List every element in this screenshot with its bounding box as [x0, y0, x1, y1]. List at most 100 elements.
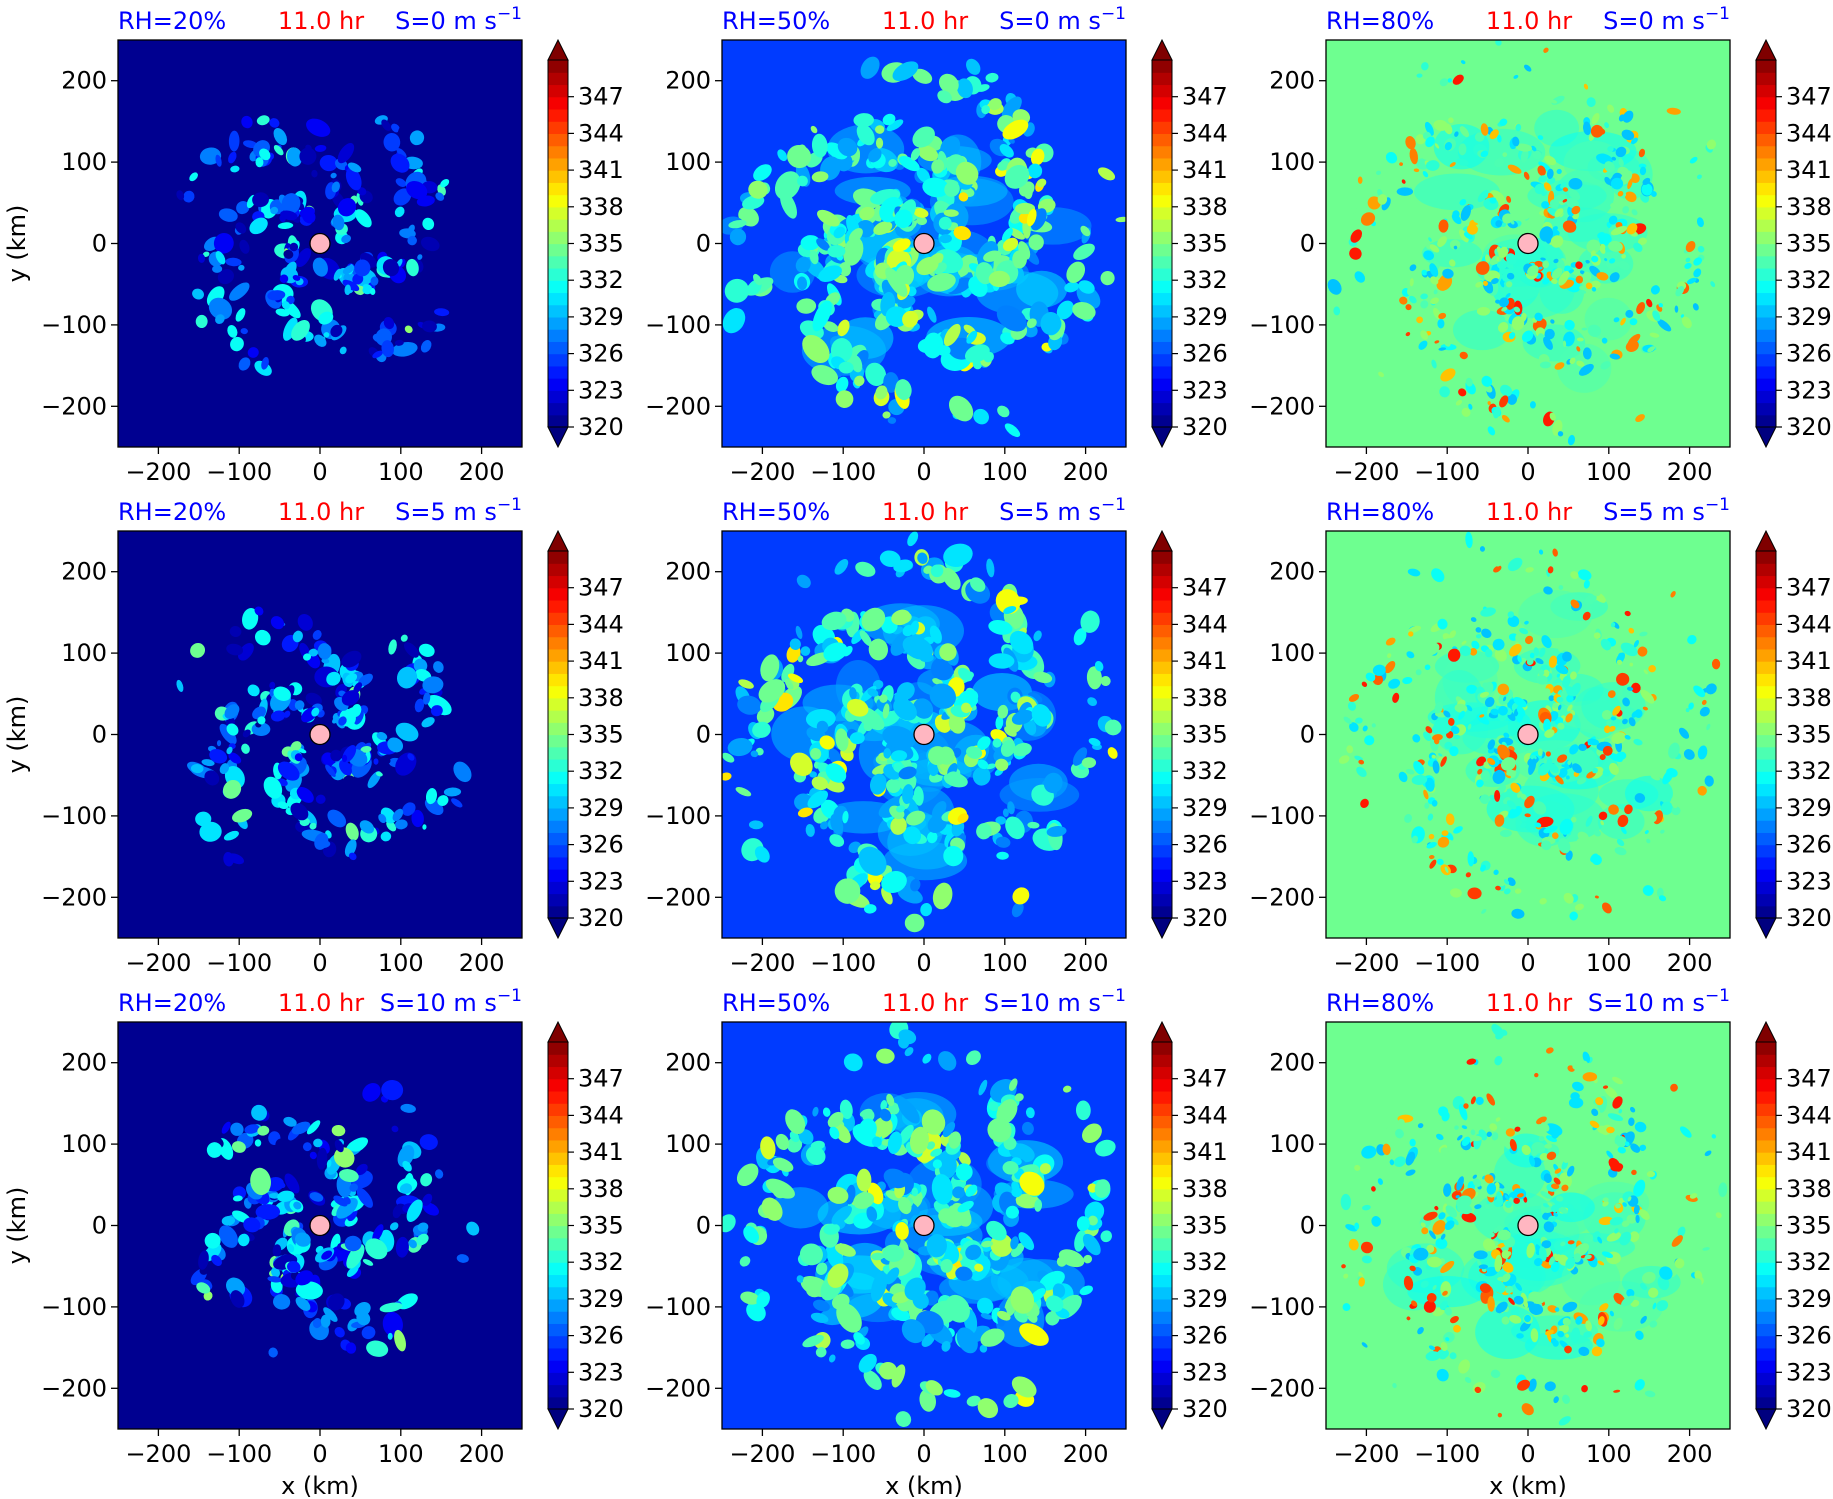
x-tick-label: 200	[459, 458, 505, 486]
panel-title-left: RH=80%	[1326, 7, 1434, 35]
y-tick-label: −100	[645, 1293, 711, 1321]
colorbar-level	[548, 1139, 568, 1153]
colorbar-level	[1152, 1237, 1172, 1251]
colorbar-level	[548, 832, 568, 846]
y-tick-label: 100	[1269, 1130, 1315, 1158]
colorbar-level	[548, 648, 568, 662]
field-blobs	[176, 606, 472, 867]
colorbar-tick-label: 329	[578, 303, 624, 331]
colorbar: 320 323 326 329 332 335 338 341 344 347	[547, 1020, 624, 1431]
x-tick-label: −100	[810, 1440, 876, 1468]
colorbar-tick-label: 332	[1182, 757, 1228, 785]
colorbar-extend-min	[547, 917, 569, 940]
colorbar-tick-label: 332	[578, 266, 624, 294]
colorbar-level	[1756, 820, 1776, 833]
y-tick-label: 100	[665, 1130, 711, 1158]
colorbar-tick-label: 326	[1182, 831, 1228, 859]
y-tick-label: 100	[61, 148, 107, 176]
colorbar-tick-label: 326	[1786, 1322, 1832, 1350]
colorbar-tick-label: 329	[1182, 1285, 1228, 1313]
y-tick-label: 0	[92, 721, 107, 749]
panel-title-shear-exponent: −1	[1705, 986, 1730, 1006]
colorbar-level	[1152, 1323, 1172, 1337]
colorbar-level	[548, 243, 568, 257]
colorbar-extend-min	[1755, 917, 1777, 940]
colorbar-level	[548, 575, 568, 589]
colorbar-level	[1152, 1042, 1172, 1055]
colorbar-extend-max	[1755, 1020, 1777, 1043]
colorbar-level	[1152, 1115, 1172, 1129]
colorbar-level	[1152, 869, 1172, 882]
colorbar-tick-label: 347	[1182, 1065, 1228, 1093]
colorbar-level	[548, 697, 568, 711]
colorbar-level	[1756, 1066, 1776, 1080]
colorbar-level	[548, 563, 568, 577]
colorbar-level	[1152, 563, 1172, 577]
colorbar-level	[548, 710, 568, 723]
y-tick-label: 0	[696, 230, 711, 258]
colorbar-level	[1756, 390, 1776, 404]
colorbar-level	[1756, 1127, 1776, 1141]
colorbar-level	[548, 624, 568, 638]
colorbar-tick-label: 329	[578, 794, 624, 822]
panel-title-shear: S=0 m s	[395, 7, 497, 35]
colorbar-level	[1756, 402, 1776, 416]
colorbar-level	[548, 734, 568, 748]
colorbar-level	[1756, 893, 1776, 907]
panel-title-left: RH=20%	[118, 989, 226, 1017]
colorbar-level	[548, 329, 568, 342]
colorbar-level	[548, 844, 568, 858]
x-tick-label: −200	[1333, 949, 1399, 977]
x-tick-label: 200	[1063, 949, 1109, 977]
y-tick-label: −200	[41, 392, 107, 420]
x-tick-label: 0	[1520, 949, 1535, 977]
x-tick-label: −200	[1333, 1440, 1399, 1468]
colorbar-level	[1152, 820, 1172, 833]
x-tick-label: 100	[378, 458, 424, 486]
y-axis-label: y (km)	[3, 1187, 31, 1265]
colorbar-level	[1756, 121, 1776, 134]
y-tick-label: 0	[1300, 1212, 1315, 1240]
colorbar-level	[548, 1213, 568, 1227]
storm-center-marker	[913, 723, 935, 746]
panel-title-left: RH=50%	[722, 7, 830, 35]
x-tick-label: 100	[982, 1440, 1028, 1468]
colorbar-level	[1756, 194, 1776, 208]
colorbar-tick-label: 347	[1182, 83, 1228, 111]
colorbar-level	[548, 795, 568, 809]
y-tick-label: 200	[665, 67, 711, 95]
colorbar-level	[1152, 1152, 1172, 1165]
colorbar-level	[1152, 121, 1172, 134]
colorbar-tick-label: 329	[1786, 303, 1832, 331]
colorbar-level	[548, 145, 568, 159]
colorbar-level	[548, 783, 568, 797]
colorbar-level	[548, 612, 568, 625]
panel-title-time: 11.0 hr	[1486, 7, 1572, 35]
colorbar-level	[1756, 551, 1776, 564]
colorbar-level	[1152, 807, 1172, 821]
field-blobs	[176, 115, 450, 376]
colorbar-level	[1152, 599, 1172, 613]
panel-title-left: RH=80%	[1326, 498, 1434, 526]
panel-title-left: RH=80%	[1326, 989, 1434, 1017]
y-tick-label: 0	[696, 1212, 711, 1240]
colorbar-level	[548, 1335, 568, 1349]
x-tick-label: −100	[206, 949, 272, 977]
colorbar-level	[548, 636, 568, 650]
x-tick-label: 100	[982, 458, 1028, 486]
colorbar-tick-label: 341	[1786, 156, 1832, 184]
colorbar-level	[548, 121, 568, 134]
colorbar-level	[548, 206, 568, 220]
colorbar-tick-label: 347	[1786, 574, 1832, 602]
colorbar-extend-max	[547, 38, 569, 61]
colorbar-level	[548, 1249, 568, 1263]
colorbar-level	[1152, 1225, 1172, 1239]
x-tick-label: −200	[125, 1440, 191, 1468]
storm-center-marker	[309, 1214, 331, 1237]
field-blobs	[722, 1022, 1116, 1427]
colorbar-tick-label: 341	[1182, 156, 1228, 184]
panel-2-2: −200 −100 0 100 200 −200 −100 0 100 200 RH=50% 11.0…	[645, 495, 1228, 977]
colorbar-level	[1756, 1237, 1776, 1251]
colorbar-level	[548, 1103, 568, 1116]
colorbar-tick-label: 341	[1786, 1138, 1832, 1166]
